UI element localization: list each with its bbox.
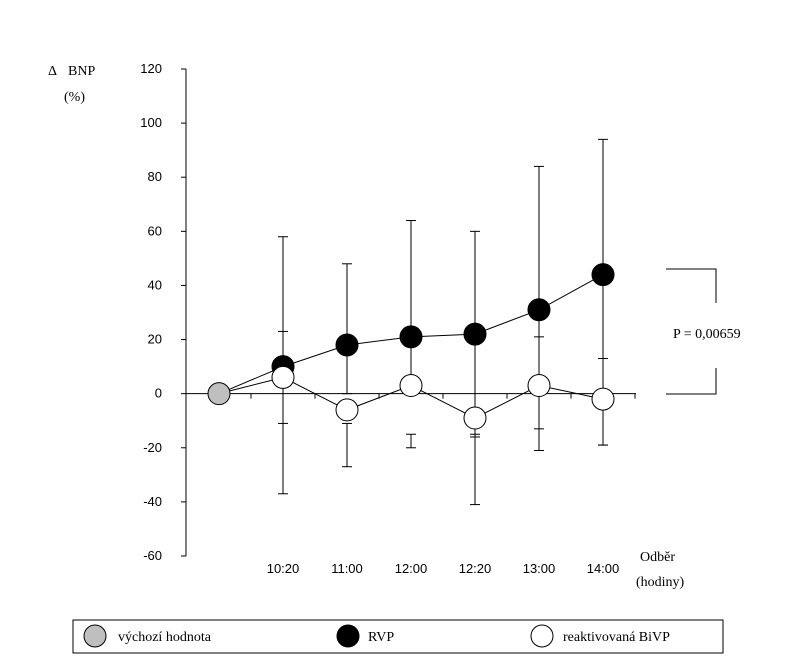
baseline-point [207, 382, 231, 406]
y-tick-label: 80 [148, 169, 162, 184]
legend-label-baseline: výchozí hodnota [118, 630, 212, 645]
y-tick-label: -60 [143, 548, 162, 563]
x-label-unit: (hodiny) [636, 575, 685, 590]
y-tick-label: -40 [143, 494, 162, 509]
y-label-name: BNP [68, 64, 95, 79]
data-point [463, 406, 487, 430]
data-point [527, 298, 551, 322]
x-label-name: Odběr [640, 550, 675, 565]
legend-frame [72, 619, 724, 654]
data-point [591, 263, 615, 287]
y-tick-label: 20 [148, 332, 162, 347]
data-point [399, 374, 423, 398]
p-value-annotation: P = 0,00659 [673, 327, 741, 342]
y-label-unit: (%) [64, 90, 85, 105]
data-point [463, 322, 487, 346]
data-point [399, 325, 423, 349]
data-point [591, 387, 615, 411]
y-tick-label: -20 [143, 440, 162, 455]
legend: výchozí hodnota RVP reaktivovaná BiVP [72, 619, 724, 654]
y-tick-label: 60 [148, 223, 162, 238]
x-tick-label: 13:00 [523, 561, 556, 576]
y-tick-label: 120 [140, 61, 162, 76]
error-bars [278, 138, 608, 506]
x-tick-label: 12:00 [395, 561, 428, 576]
y-tick-label: 40 [148, 277, 162, 292]
y-tick-label: 0 [155, 386, 162, 401]
axes: 120 100 80 60 40 20 0 -20 -40 -60 10:20 11:00 12:00 1… [140, 61, 636, 576]
data-point [527, 374, 551, 398]
x-tick-label: 10:20 [267, 561, 300, 576]
data-point [335, 398, 359, 422]
legend-label-bivp: reaktivovaná BiVP [563, 630, 670, 645]
x-tick-label: 14:00 [587, 561, 620, 576]
legend-label-rvp: RVP [368, 630, 394, 645]
data-point [271, 365, 295, 389]
y-label-symbol: Δ [48, 64, 57, 79]
x-tick-label: 11:00 [331, 561, 363, 576]
legend-marker-baseline [83, 624, 107, 648]
data-point [335, 333, 359, 357]
legend-marker-rvp [336, 624, 360, 648]
legend-marker-bivp [530, 624, 554, 648]
data-points [207, 263, 615, 430]
x-tick-label: 12:20 [459, 561, 492, 576]
y-tick-label: 100 [140, 115, 162, 130]
significance-bracket [666, 268, 717, 395]
